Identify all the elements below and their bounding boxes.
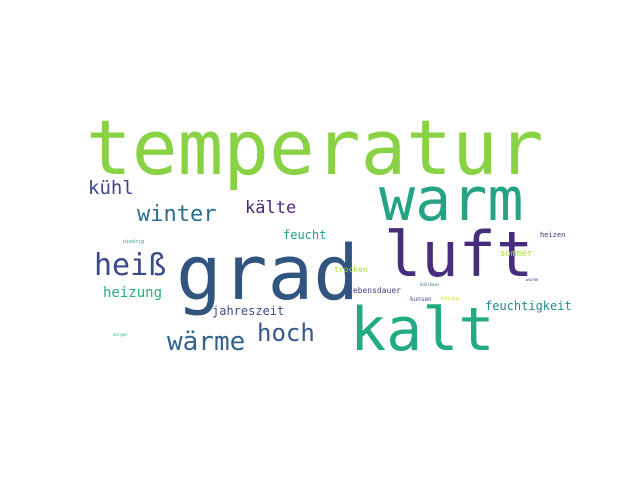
word-gering: wurme xyxy=(526,277,539,282)
word-niedrig: niedrig xyxy=(123,239,145,245)
word-feucht: feucht xyxy=(283,228,327,242)
word-kuehl: kühl xyxy=(88,177,134,199)
word-trocken: trocken xyxy=(334,265,368,274)
word-grad: grad xyxy=(176,228,360,317)
word-jahreszeit: jahreszeit xyxy=(212,304,285,318)
word-luft: luft xyxy=(384,218,534,291)
word-heizung: heizung xyxy=(103,285,163,301)
word-kuehlhaus: kühlhaus xyxy=(420,282,440,287)
word-kaelte: kälte xyxy=(245,198,297,218)
word-eisig: kälteg xyxy=(441,296,460,302)
word-hoch: hoch xyxy=(257,319,315,347)
word-feuchtigkeit: feuchtigkeit xyxy=(485,299,572,313)
word-heizen: heizen xyxy=(540,231,566,239)
word-waerme: wärme xyxy=(167,327,246,357)
word-heiss: heiß xyxy=(94,248,167,283)
word-sommer: sommer xyxy=(500,249,533,259)
word-temperatur: temperatur xyxy=(86,103,544,192)
word-warm: warm xyxy=(379,165,524,235)
word-winter: winter xyxy=(137,202,217,227)
word-morgen: morgen xyxy=(113,332,128,337)
word-lebensdauer: lebensdauer xyxy=(348,286,401,295)
word-kalt: kalt xyxy=(350,295,495,365)
word-schwitzen: kunsen xyxy=(410,296,432,303)
